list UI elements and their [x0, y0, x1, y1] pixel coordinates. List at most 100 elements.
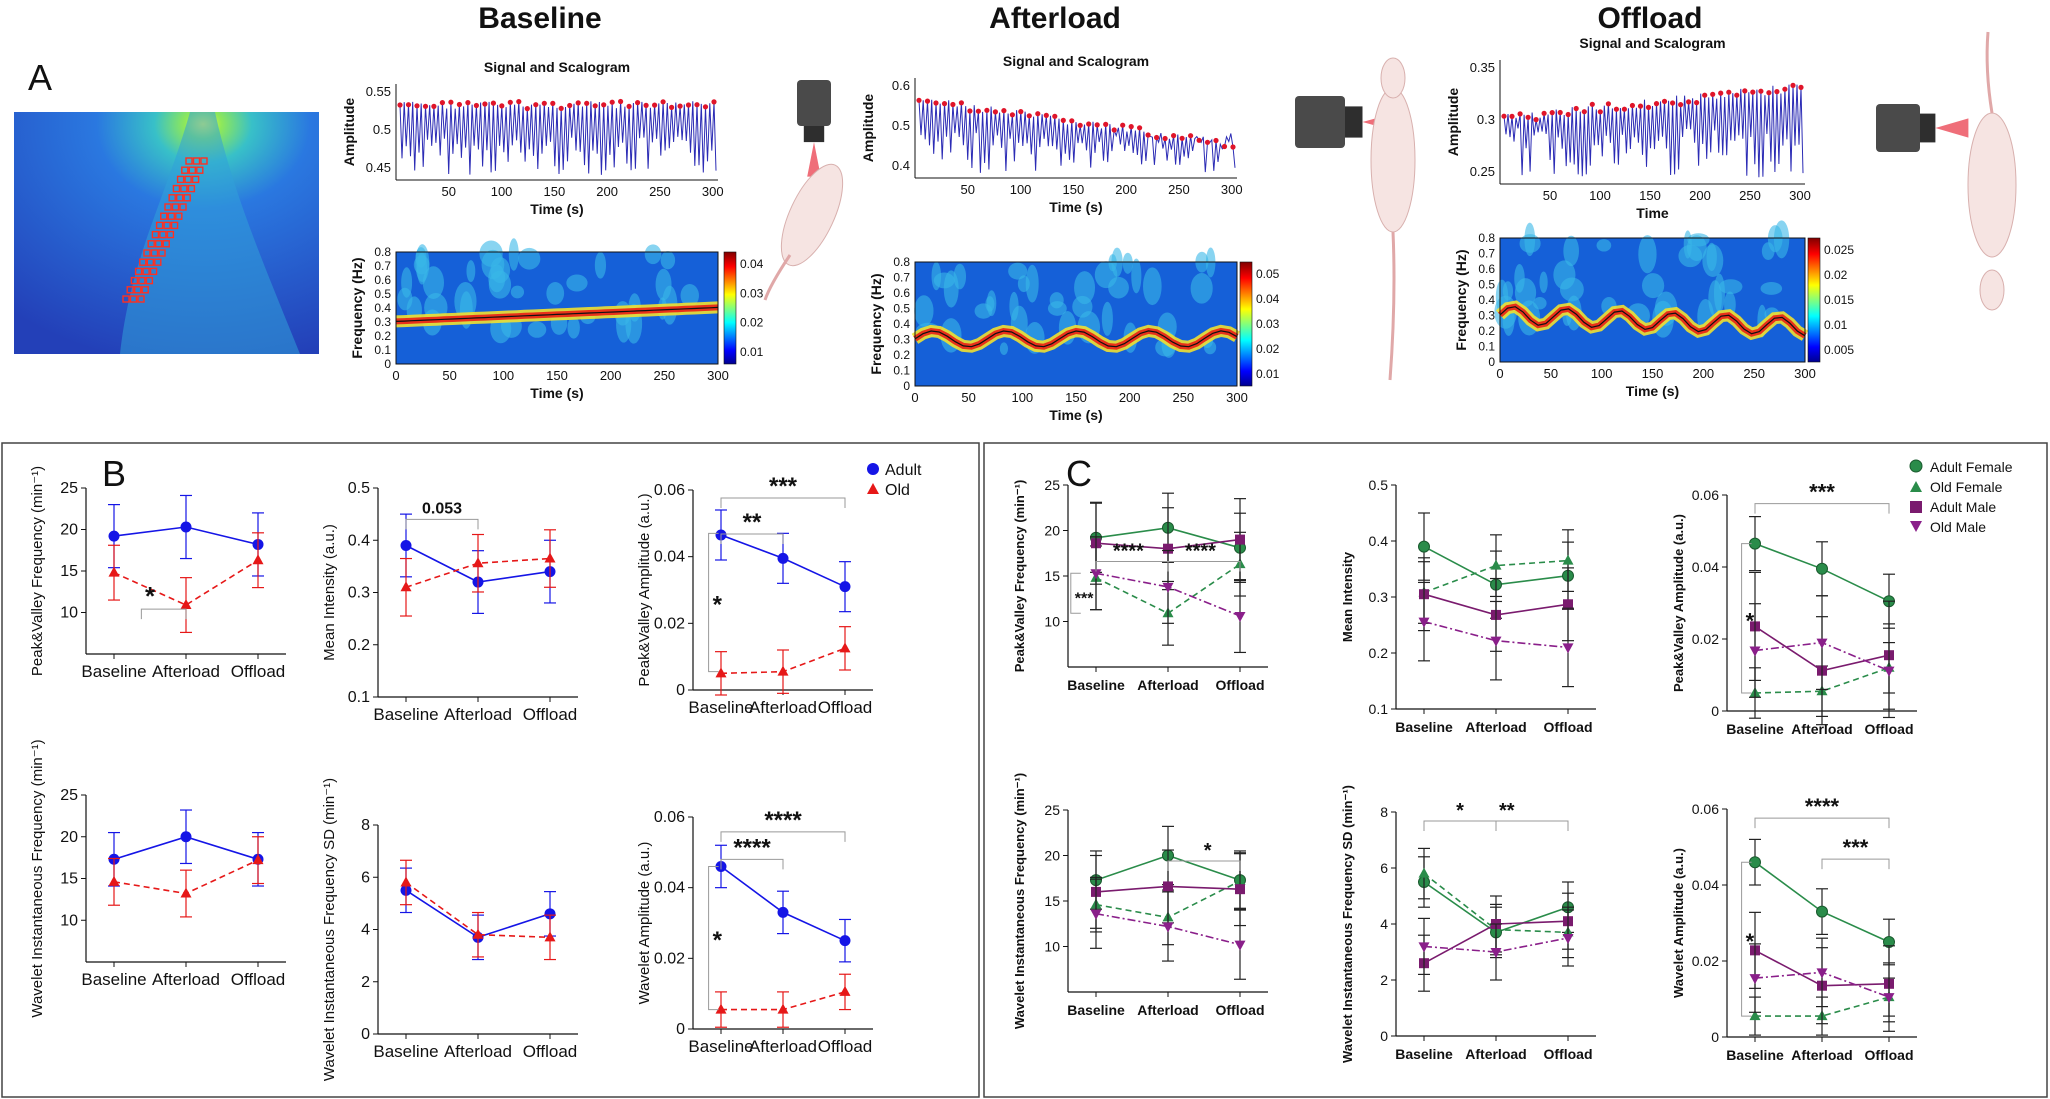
significance-label: *: [1204, 840, 1212, 862]
data-point: [1418, 617, 1430, 628]
roi-cell: [187, 184, 196, 193]
signal-peak-dot: [567, 102, 573, 109]
scalogram-ytick-label: 0.1: [893, 364, 910, 378]
scalogram-ytick-label: 0.7: [1478, 247, 1495, 261]
x-tick-label: Afterload: [1137, 677, 1198, 693]
scalogram-ytick-label: 0.7: [893, 271, 910, 285]
scalogram-ytick-label: 0.8: [1478, 231, 1495, 245]
y-axis-label: Wavelet Instantaneous Frequency (min⁻¹): [29, 739, 46, 1017]
column-heading: Baseline: [478, 2, 601, 35]
scalogram-ytick-label: 0.7: [374, 259, 391, 273]
x-tick-label: Afterload: [152, 662, 220, 681]
y-tick-label: 0.3: [348, 585, 370, 602]
scalogram-ridge-line: [395, 306, 719, 322]
roi-cell: [160, 212, 168, 220]
scalogram-ytick-label: 0.2: [893, 348, 910, 362]
signal-plot: 0.35 0.3 0.25 50 100 150 200 250 300 Amplitude Tim…: [1445, 60, 1811, 221]
colorbar: [723, 251, 737, 365]
scalogram-blob: [1563, 235, 1579, 267]
significance-label: ****: [1113, 540, 1144, 562]
scalogram-blob: [1122, 252, 1133, 274]
scalogram-ytick-label: 0.5: [893, 302, 910, 316]
data-point: [777, 906, 789, 918]
legend-c-adult-male-label: Adult Male: [1930, 499, 1996, 515]
scalogram-blob: [1638, 235, 1657, 274]
series-line: [1754, 667, 1890, 694]
rat-baseline: [763, 163, 844, 301]
legend-b-adult-label: Adult: [885, 462, 922, 479]
scalogram-xtick-label: 0: [392, 368, 399, 383]
y-tick-label: 0.06: [654, 482, 685, 499]
scalogram-blob: [1009, 291, 1019, 321]
y-tick-label: 0.5: [348, 480, 370, 497]
signal-peak-dot: [439, 100, 445, 106]
signal-peak-dot: [1533, 117, 1539, 123]
y-tick-label: 20: [60, 522, 78, 539]
y-tick-label: 0.4: [348, 532, 370, 549]
scalogram-blob: [1017, 275, 1030, 293]
y-tick-label: 2: [361, 974, 370, 991]
scalogram-ytick-label: 0.4: [1478, 293, 1495, 307]
camera-beam: [807, 142, 821, 177]
data-point: [1490, 636, 1502, 647]
series-adult-female: [1749, 838, 1895, 966]
signal-peak-dot: [1162, 135, 1168, 142]
signal-peak-dot: [533, 102, 539, 108]
panel-b-letter: B: [102, 453, 126, 494]
legend-b-old-label: Old: [885, 482, 910, 499]
data-point: [1749, 974, 1761, 985]
x-tick-label: Afterload: [749, 1037, 817, 1056]
data-point: [180, 521, 192, 533]
scalogram-blob: [1773, 220, 1790, 259]
data-point: [1090, 569, 1102, 580]
scalogram-ytick-label: 0.5: [374, 287, 391, 301]
scalogram-ytick-label: 0.3: [374, 315, 391, 329]
rat-afterload: [1370, 57, 1416, 381]
y-tick-label: 0.2: [348, 637, 370, 654]
rat-tail: [1388, 231, 1396, 381]
x-tick-label: Afterload: [1791, 721, 1852, 737]
column-heading: Afterload: [989, 2, 1121, 35]
series-old: [400, 529, 556, 617]
data-point: [180, 831, 192, 843]
signal-xtick-label: 150: [1063, 182, 1085, 197]
x-tick-label: Offload: [1216, 1002, 1265, 1018]
significance-label: **: [1499, 800, 1515, 822]
signal-peak-dot: [1758, 88, 1764, 94]
signal-peak-dot: [950, 101, 956, 108]
y-axis-label: Wavelet Amplitude (a.u.): [636, 842, 653, 1005]
data-point: [1562, 554, 1574, 565]
signal-ylabel: Amplitude: [341, 98, 357, 167]
colorbar-tick-label: 0.01: [740, 345, 764, 359]
scalogram-ytick-label: 0.2: [374, 329, 391, 343]
significance-bracket: [405, 518, 479, 530]
panel-a-letter: A: [28, 57, 52, 98]
signal-peak-dot: [1718, 90, 1724, 96]
signal-title: Signal and Scalogram: [1579, 35, 1725, 51]
signal-xtick-label: 200: [596, 184, 618, 199]
scalogram-ylabel: Frequency (Hz): [868, 273, 884, 374]
signal-peak-dot: [1541, 110, 1547, 116]
signal-peak-dot: [1790, 82, 1796, 88]
y-tick-label: 0.06: [1692, 801, 1719, 817]
signal-peak-dot: [1557, 109, 1563, 116]
roi-cell: [130, 276, 139, 285]
signal-peak-dot: [660, 99, 666, 105]
scalogram-blob: [527, 321, 547, 338]
x-tick-label: Offload: [523, 1042, 578, 1061]
significance-label: ****: [764, 807, 802, 834]
scalogram-blob: [1596, 239, 1612, 252]
signal-peak-dot: [397, 102, 403, 108]
camera-body: [1876, 104, 1920, 152]
roi-cell: [145, 276, 154, 285]
signal-peak-dot: [1128, 124, 1134, 130]
y-tick-label: 0.02: [654, 950, 685, 967]
signal-peak-dot: [1086, 121, 1092, 127]
signal-peak-dot: [1581, 109, 1587, 115]
y-tick-label: 20: [60, 829, 78, 846]
signal-ytick-label: 0.3: [1477, 112, 1495, 127]
x-tick-label: Afterload: [1791, 1047, 1852, 1063]
x-tick-label: Afterload: [1465, 719, 1526, 735]
legend-c-adult-male-marker: [1910, 501, 1922, 513]
data-point: [1162, 922, 1174, 933]
